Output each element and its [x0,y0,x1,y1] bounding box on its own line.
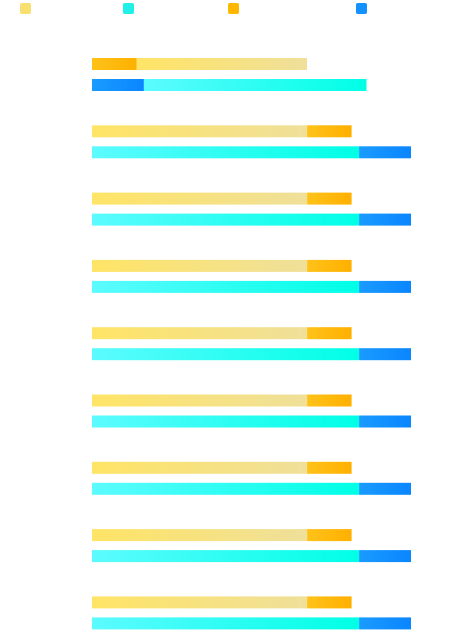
bar-segment-g7-b2-s1 [92,482,360,495]
bar-segment-g7-b1-s2 [307,461,352,474]
bar-segment-g1-b1-s1 [92,58,137,70]
bar-segment-g1-b2-s1 [92,79,144,91]
bar-segment-g3-b2-s2 [359,213,411,226]
bar-segment-g3-b1-s2 [307,192,352,205]
bar-segment-g4-b1-s2 [307,259,352,272]
bar-segment-g6-b2-s2 [359,415,411,428]
bar-segment-g5-b1-s2 [307,327,352,340]
bar-segment-g8-b2-s2 [359,550,411,563]
bar-segment-g2-b2-s1 [92,146,360,159]
bar-segment-g9-b1-s2 [307,596,352,609]
legend-swatch-1 [20,3,31,14]
legend-swatch-4 [356,3,367,14]
legend-swatch-3 [228,3,239,14]
bar-segment-g7-b2-s2 [359,482,411,495]
bar-segment-g9-b1-s1 [92,596,308,609]
bar-segment-g8-b1-s1 [92,529,308,542]
bar-segment-g3-b1-s1 [92,192,308,205]
bar-segment-g6-b1-s2 [307,394,352,407]
bar-segment-g4-b1-s1 [92,259,308,272]
legend-swatch-2 [123,3,134,14]
bar-segment-g2-b1-s1 [92,125,308,138]
bar-segment-g5-b1-s1 [92,327,308,340]
bar-segment-g4-b2-s1 [92,280,360,293]
bar-segment-g7-b1-s1 [92,461,308,474]
bar-segment-g1-b1-s2 [136,58,308,70]
bar-segment-g8-b1-s2 [307,529,352,542]
bar-segment-g9-b2-s2 [359,617,411,630]
bar-segment-g5-b2-s1 [92,348,360,361]
bars-area [92,58,411,630]
bar-segment-g6-b1-s1 [92,394,308,407]
bar-segment-g1-b2-s2 [143,79,367,91]
bar-segment-g6-b2-s1 [92,415,360,428]
bar-segment-g3-b2-s1 [92,213,360,226]
bar-segment-g8-b2-s1 [92,550,360,563]
bar-segment-g5-b2-s2 [359,348,411,361]
bar-segment-g2-b2-s2 [359,146,411,159]
bar-segment-g9-b2-s1 [92,617,360,630]
bar-segment-g4-b2-s2 [359,280,411,293]
bar-segment-g2-b1-s2 [307,125,352,138]
legend [20,3,367,14]
